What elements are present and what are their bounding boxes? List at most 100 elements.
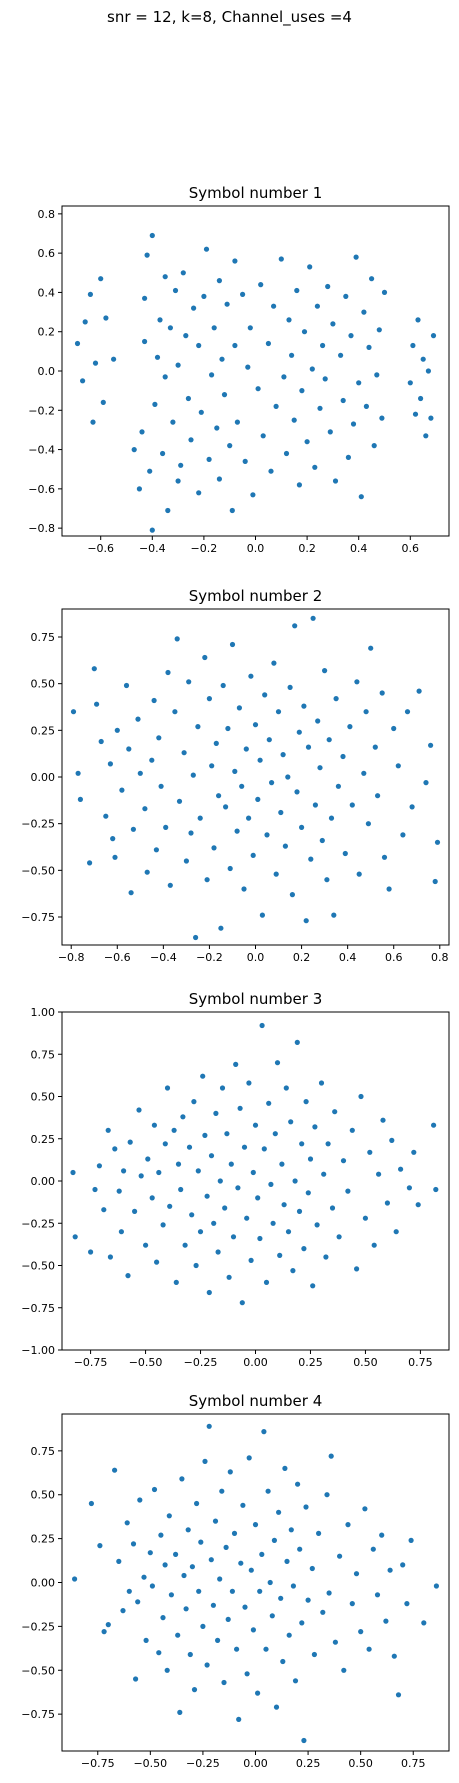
data-point [147,1550,153,1556]
data-point [285,1229,292,1235]
data-point [125,1273,131,1279]
y-tick-label: 0.25 [31,1133,56,1146]
data-point [295,1481,301,1487]
data-point [421,1620,427,1626]
data-point [231,1530,238,1536]
data-point [425,368,431,374]
data-point [331,912,337,918]
data-point [255,1690,261,1696]
data-point [163,824,169,831]
data-point [227,443,233,449]
data-point [232,768,238,775]
data-point [82,319,88,325]
data-point [303,1504,309,1510]
data-point [232,258,238,264]
data-point [239,783,245,789]
data-point [149,1583,155,1589]
data-point [191,1687,198,1693]
data-point [301,329,308,335]
data-point [237,1105,243,1111]
data-point [112,1467,118,1473]
data-point [314,1222,320,1228]
data-point [116,1558,122,1564]
x-tick-label: −0.75 [81,1757,115,1770]
data-point [341,1667,347,1673]
data-point [368,645,374,651]
data-point [272,1131,278,1137]
data-point [101,1629,107,1635]
data-point [189,1564,195,1570]
data-point [234,1646,240,1652]
data-point [225,725,231,732]
data-point [271,1537,277,1543]
data-point [317,405,323,411]
data-point [271,303,277,309]
data-point [193,934,199,941]
data-point [211,325,217,331]
data-point [236,1716,242,1722]
data-point [165,507,171,514]
x-tick-label: 0.0 [247,542,265,555]
data-point [198,1539,204,1545]
data-point [216,793,222,799]
data-point [74,340,81,347]
data-point [366,344,372,350]
data-point [310,1283,316,1289]
data-point [286,317,292,323]
data-point [149,757,155,763]
data-point [172,287,179,294]
data-point [287,684,293,691]
data-point [347,724,353,730]
data-point [338,352,344,358]
plot-frame [61,1011,450,1351]
data-point [384,1200,390,1206]
data-point [130,1541,137,1547]
data-point [269,1613,275,1619]
data-point [214,425,220,431]
x-tick-label: −0.4 [139,542,166,555]
data-point [332,478,339,484]
data-point [188,437,194,443]
y-tick-label: −0.75 [21,1302,55,1315]
data-point [317,765,323,771]
data-point [119,787,125,793]
data-point [136,486,142,492]
data-point [224,1131,230,1137]
data-point [177,1709,183,1715]
data-point [80,378,86,384]
data-point [361,309,367,315]
data-point [428,742,434,748]
data-point [404,709,411,715]
y-tick-label: 0.75 [31,1445,56,1458]
data-point [144,869,150,875]
data-point [186,1144,193,1150]
data-point [238,1560,244,1566]
data-point [92,1186,98,1193]
data-point [248,1257,254,1263]
data-point [259,1551,265,1557]
data-point [280,752,286,758]
data-point [340,753,346,760]
y-tick-label: −0.25 [21,818,55,831]
data-point [244,1215,250,1221]
x-tick-label: 0.6 [402,542,420,555]
data-point [175,362,181,368]
data-point [303,1099,309,1105]
data-point [187,1651,193,1658]
data-point [158,783,164,789]
data-point [252,722,259,728]
data-point [227,865,233,872]
data-point [203,246,210,252]
data-point [423,433,429,439]
x-tick-label: 0.75 [408,1356,433,1369]
data-point [206,456,212,462]
data-point [164,1667,170,1673]
data-point [197,815,203,821]
data-point [291,417,297,423]
data-point [124,1520,130,1526]
data-point [266,737,272,743]
data-point [358,494,364,500]
data-point [296,729,302,735]
data-point [132,1208,138,1214]
data-point [162,274,168,280]
